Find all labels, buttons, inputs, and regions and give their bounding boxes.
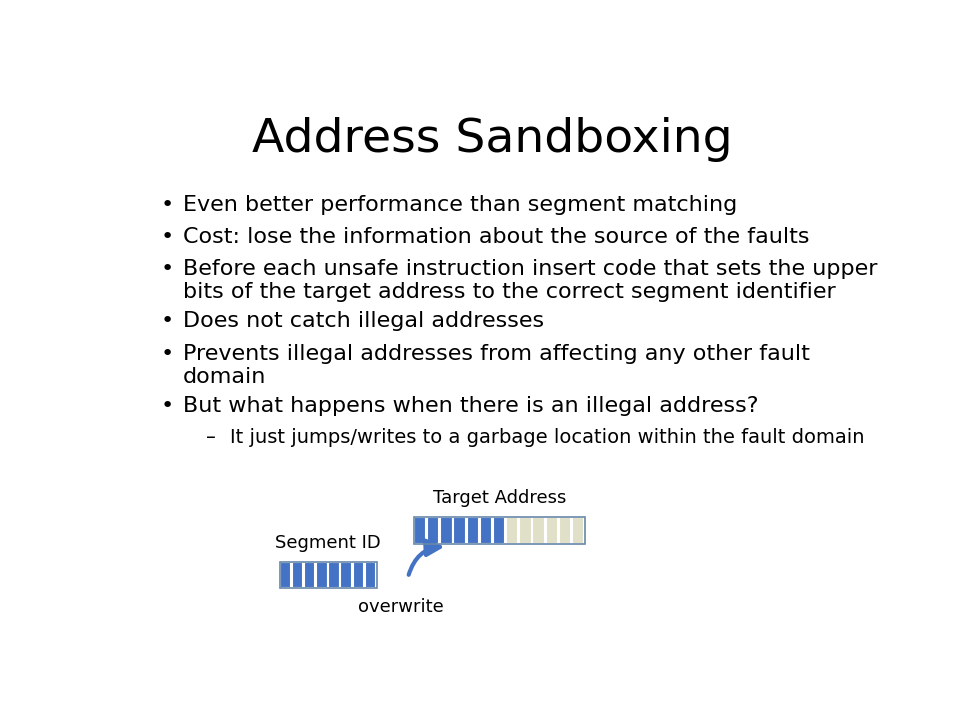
Bar [572, 517, 585, 544]
Bar [352, 562, 364, 588]
Text: Cost: lose the information about the source of the faults: Cost: lose the information about the sou… [183, 227, 809, 247]
Bar [316, 562, 327, 588]
Bar [506, 517, 518, 544]
Text: Before each unsafe instruction insert code that sets the upper
bits of the targe: Before each unsafe instruction insert co… [183, 258, 877, 302]
Bar [427, 517, 440, 544]
Bar [559, 517, 571, 544]
Bar [441, 517, 452, 544]
Text: It just jumps/writes to a garbage location within the fault domain: It just jumps/writes to a garbage locati… [230, 428, 865, 447]
Bar [341, 562, 351, 588]
Text: •: • [161, 396, 174, 416]
Bar [280, 562, 376, 588]
Bar [414, 517, 585, 544]
Bar [453, 517, 466, 544]
Bar [480, 517, 492, 544]
Bar [414, 517, 426, 544]
Text: overwrite: overwrite [358, 598, 444, 616]
Text: –: – [205, 428, 215, 447]
Bar [292, 562, 303, 588]
Text: •: • [161, 194, 174, 215]
Text: Prevents illegal addresses from affecting any other fault
domain: Prevents illegal addresses from affectin… [183, 343, 810, 387]
Bar [467, 517, 479, 544]
Text: Even better performance than segment matching: Even better performance than segment mat… [183, 194, 737, 215]
Text: •: • [161, 227, 174, 247]
Bar [304, 562, 316, 588]
Bar [280, 562, 291, 588]
Bar [545, 517, 558, 544]
Text: •: • [161, 258, 174, 279]
Text: Target Address: Target Address [433, 489, 566, 507]
Text: •: • [161, 312, 174, 331]
Text: But what happens when there is an illegal address?: But what happens when there is an illega… [183, 396, 758, 416]
Bar [519, 517, 532, 544]
Bar [365, 562, 376, 588]
Text: •: • [161, 343, 174, 364]
Bar [492, 517, 505, 544]
Text: Segment ID: Segment ID [276, 534, 381, 552]
Bar [533, 517, 544, 544]
Text: Address Sandboxing: Address Sandboxing [252, 117, 732, 162]
Text: Does not catch illegal addresses: Does not catch illegal addresses [183, 312, 544, 331]
Bar [328, 562, 340, 588]
